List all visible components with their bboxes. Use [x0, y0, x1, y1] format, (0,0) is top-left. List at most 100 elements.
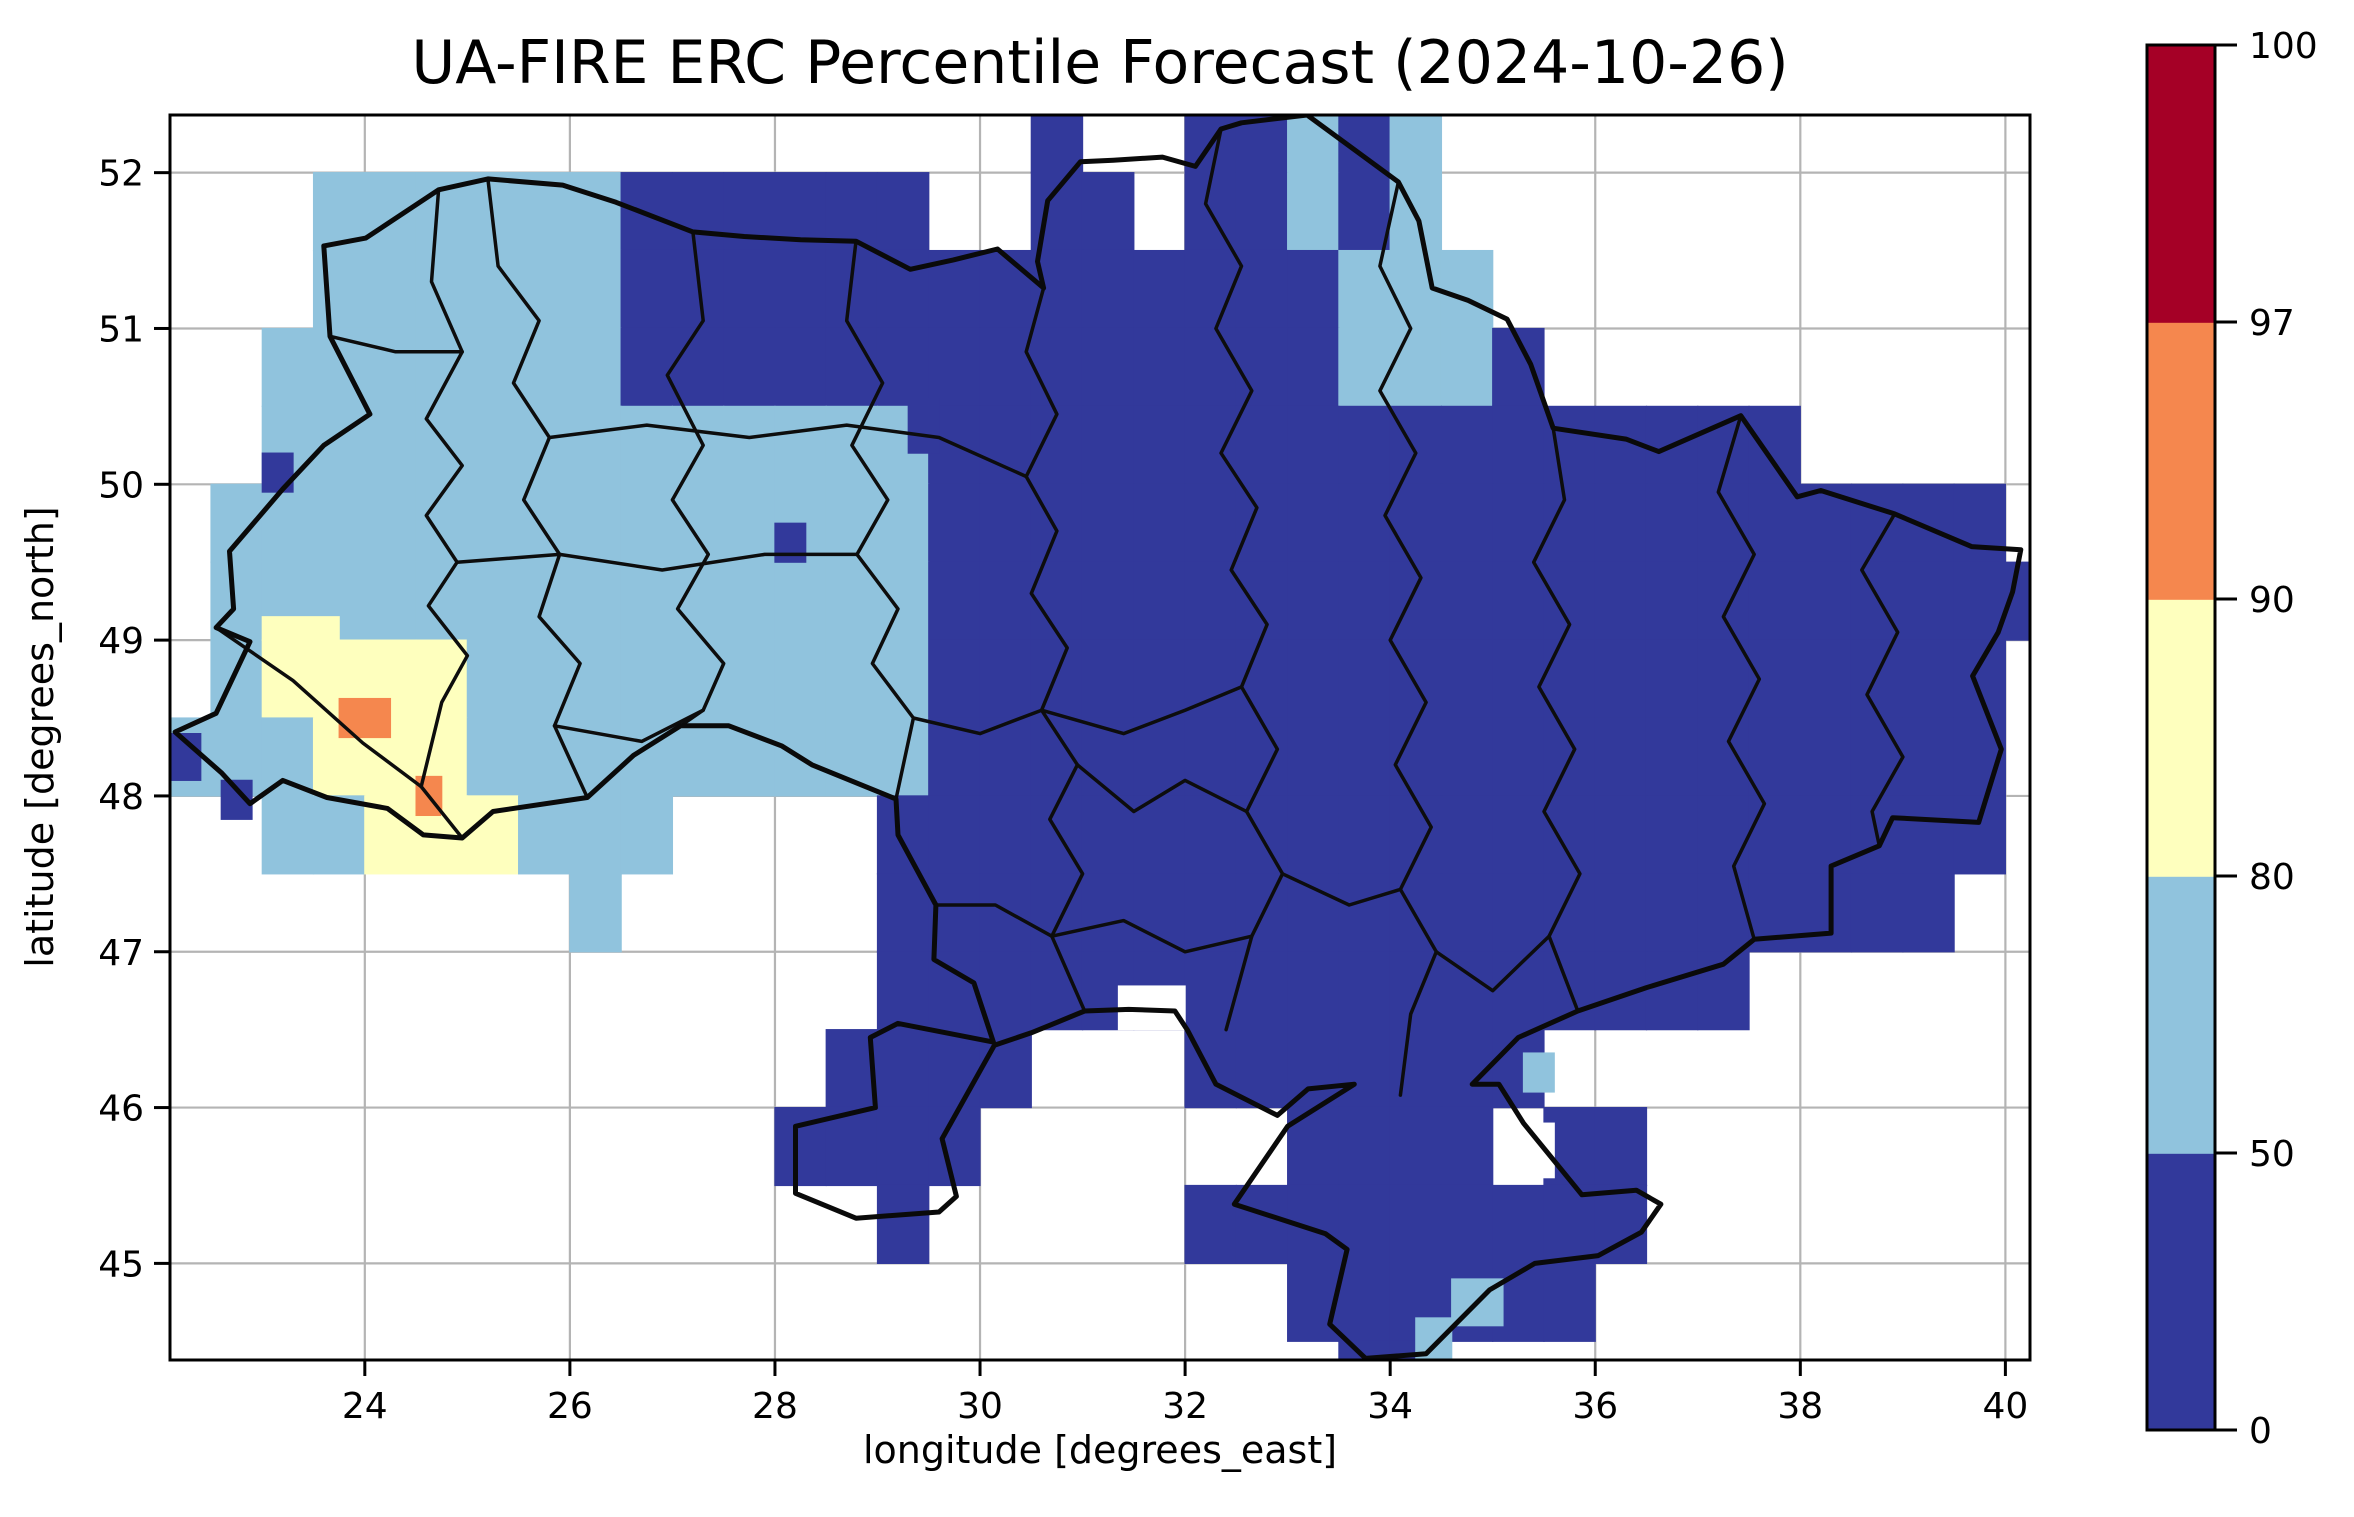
oblast-border: [1716, 413, 1767, 942]
map-cell: [1081, 873, 1135, 953]
map-cell: [1594, 639, 1648, 719]
map-cell: [1184, 483, 1237, 563]
map-cell-detail: [907, 397, 940, 454]
map-cell: [671, 717, 725, 797]
map-cell: [1338, 1262, 1391, 1342]
map-cell: [1440, 249, 1494, 330]
map-cell: [1440, 639, 1494, 719]
oblast-border: [214, 625, 464, 840]
map-cell: [1184, 795, 1237, 875]
map-cell: [1133, 639, 1186, 719]
map-cell: [1697, 717, 1750, 797]
map-cell: [774, 561, 827, 641]
map-cell: [1594, 795, 1648, 875]
map-cell: [979, 405, 1032, 485]
oblast-border: [328, 334, 464, 354]
map-cell: [1235, 717, 1289, 797]
map-cell: [1081, 639, 1135, 719]
map-cell-detail: [338, 697, 392, 739]
x-axis-ticks: 24 26 28 30 32 34 36 38 40: [342, 1360, 2028, 1427]
map-cell: [1287, 561, 1340, 641]
oblast-border: [665, 230, 726, 728]
map-cell: [1081, 172, 1135, 252]
map-cell: [518, 717, 571, 797]
oblast-border: [1024, 286, 1087, 1013]
map-cell: [518, 249, 571, 330]
y-tick-label: 46: [98, 1089, 144, 1130]
map-cell: [1799, 639, 1853, 719]
map-cell: [1850, 483, 1904, 563]
map-cell: [1338, 873, 1391, 953]
oblast-border: [1860, 512, 1905, 848]
map-cell: [1902, 639, 1955, 719]
map-cell: [261, 327, 315, 407]
y-tick-label: 50: [98, 465, 144, 506]
map-cell: [1184, 115, 1237, 174]
oblast-border: [486, 177, 590, 800]
map-cell: [1287, 327, 1340, 407]
x-tick-label: 38: [1777, 1386, 1823, 1427]
map-cell: [1184, 873, 1237, 953]
map-cell: [1287, 172, 1340, 252]
map-cell: [1748, 795, 1801, 875]
map-cell: [1440, 951, 1494, 1031]
oblast-border: [934, 903, 1254, 954]
map-cell: [1697, 483, 1750, 563]
map-cell: [1338, 795, 1391, 875]
map-cell-detail: [1522, 1052, 1555, 1093]
map-cell: [620, 327, 674, 407]
map-cell: [876, 561, 930, 641]
map-cell: [569, 561, 622, 641]
map-cell: [876, 795, 930, 875]
oblast-border: [1531, 426, 1582, 1013]
map-cell: [415, 249, 468, 330]
map-cell: [1543, 1184, 1596, 1264]
oblast-border: [1434, 934, 1551, 993]
map-cell: [876, 717, 930, 797]
region-borders: [172, 115, 2024, 1360]
map-cell: [1287, 717, 1340, 797]
map-cell: [1389, 795, 1443, 875]
map-cell: [1235, 327, 1289, 407]
y-tick-label: 45: [98, 1244, 144, 1285]
map-cell: [1287, 249, 1340, 330]
map-cell: [1235, 561, 1289, 641]
map-cell: [723, 639, 776, 719]
map-cell: [979, 561, 1032, 641]
map-cell: [569, 327, 622, 407]
map-cell: [928, 639, 981, 719]
map-cell: [671, 327, 725, 407]
map-cell: [466, 483, 520, 563]
y-tick-label: 47: [98, 933, 144, 974]
map-cell: [1645, 873, 1699, 953]
x-tick-label: 36: [1572, 1386, 1618, 1427]
map-cell: [1287, 951, 1340, 1031]
map-cell: [1440, 795, 1494, 875]
map-cell: [1953, 639, 2006, 719]
x-tick-label: 32: [1162, 1386, 1208, 1427]
map-cell: [1287, 639, 1340, 719]
map-cell: [1133, 483, 1186, 563]
map-cell: [876, 1029, 930, 1109]
map-cell: [979, 795, 1032, 875]
map-cell: [825, 1106, 879, 1187]
national-border: [172, 115, 2024, 1360]
map-cell: [1850, 717, 1904, 797]
map-cell: [1338, 115, 1391, 174]
colorbar-tick-label: 90: [2249, 580, 2295, 621]
map-cell: [1799, 561, 1853, 641]
map-cell: [774, 405, 827, 485]
map-cell: [876, 172, 930, 252]
map-cell: [1030, 115, 1084, 174]
map-cell: [1492, 483, 1545, 563]
map-cell: [928, 483, 981, 563]
map-cell: [1492, 405, 1545, 485]
map-cell: [1338, 717, 1391, 797]
map-cell: [1594, 873, 1648, 953]
y-axis-ticks: 45 46 47 48 49 50 51 52: [98, 154, 170, 1285]
map-cell: [1184, 561, 1237, 641]
map-cell: [1440, 405, 1494, 485]
map-cell: [1030, 405, 1084, 485]
map-cell: [1389, 405, 1443, 485]
